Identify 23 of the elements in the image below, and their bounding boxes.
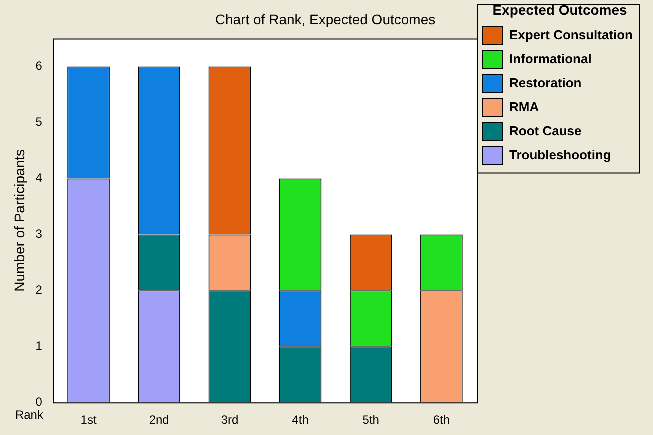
x-tick-label: 6th: [433, 413, 450, 428]
y-tick-label: 1: [36, 338, 43, 353]
y-tick-label: 5: [36, 115, 43, 130]
x-tick-label: 3rd: [221, 413, 239, 428]
x-axis-title: Rank: [15, 408, 44, 422]
legend-label: Informational: [509, 51, 592, 66]
y-tick-label: 4: [36, 171, 43, 186]
y-axis-title: Number of Participants: [11, 149, 28, 292]
x-tick-label: 4th: [292, 413, 309, 428]
legend-label: Troubleshooting: [509, 147, 612, 162]
y-tick-label: 3: [36, 227, 43, 242]
legend-label: Restoration: [509, 75, 582, 90]
y-tick-label: 6: [36, 59, 43, 74]
legend-label: Root Cause: [509, 123, 582, 138]
y-tick-label: 0: [36, 394, 43, 409]
x-tick-label: 2nd: [149, 413, 170, 428]
x-tick-label: 1st: [80, 413, 98, 428]
x-tick-label: 5th: [362, 413, 380, 428]
y-tick-label: 2: [36, 282, 43, 297]
legend-label: RMA: [509, 99, 540, 114]
legend-title: Expected Outcomes: [492, 2, 628, 18]
legend-label: Expert Consultation: [509, 27, 634, 42]
chart-title: Chart of Rank, Expected Outcomes: [215, 11, 436, 28]
